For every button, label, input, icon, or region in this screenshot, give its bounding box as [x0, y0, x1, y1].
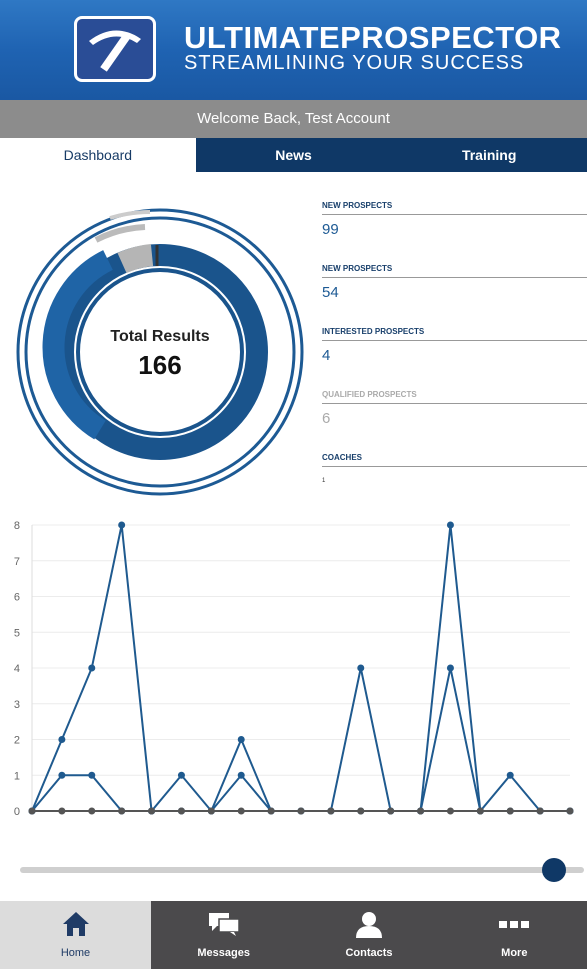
stat-divider — [322, 403, 587, 404]
y-tick-label: 4 — [14, 663, 20, 675]
home-icon — [62, 911, 90, 942]
data-point[interactable] — [58, 736, 66, 743]
tab-dashboard[interactable]: Dashboard — [0, 138, 196, 172]
stat-label: NEW PROSPECTS — [322, 264, 393, 273]
y-tick-label: 3 — [14, 699, 20, 711]
y-tick-label: 8 — [14, 520, 20, 532]
results-donut-chart: Total Results 166 — [0, 190, 320, 510]
pickaxe-icon — [89, 30, 141, 72]
nav-label: Messages — [197, 947, 250, 959]
data-point[interactable] — [28, 807, 36, 815]
brand-tagline: STREAMLINING YOUR SUCCESS — [184, 52, 525, 74]
data-point[interactable] — [446, 664, 454, 672]
y-tick-label: 0 — [14, 806, 20, 818]
stat-value: 4 — [322, 347, 331, 364]
data-point[interactable] — [327, 807, 335, 815]
contacts-icon — [354, 911, 384, 944]
stat-item: QUALIFIED PROSPECTS 6 — [322, 379, 587, 442]
data-point[interactable] — [177, 771, 185, 779]
data-point[interactable] — [58, 771, 66, 779]
stat-label: NEW PROSPECTS — [322, 201, 393, 210]
stat-value: 1 — [322, 478, 326, 484]
nav-label: Contacts — [345, 947, 393, 959]
nav-home[interactable]: Home — [0, 901, 151, 969]
data-point[interactable] — [476, 807, 484, 815]
donut-grey-arc-mid — [94, 224, 146, 243]
tab-training[interactable]: Training — [391, 138, 587, 172]
data-point[interactable] — [237, 771, 245, 779]
nav-messages[interactable]: Messages — [151, 901, 297, 969]
nav-label: Home — [60, 947, 91, 959]
data-point[interactable] — [237, 736, 245, 743]
stat-value: 6 — [322, 410, 331, 427]
y-tick-label: 6 — [14, 592, 20, 604]
donut-segment-left — [42, 250, 114, 440]
brand-logo — [74, 16, 156, 82]
data-point[interactable] — [297, 807, 305, 815]
activity-line-chart: 0 1 2 3 4 5 6 7 8 — [0, 510, 587, 830]
data-point[interactable] — [417, 807, 425, 815]
stat-item: INTERESTED PROSPECTS 4 — [322, 316, 587, 379]
data-point[interactable] — [207, 807, 215, 815]
stat-item: COACHES 1 — [322, 442, 587, 505]
donut-total-label: Total Results — [110, 328, 210, 345]
data-point[interactable] — [357, 807, 365, 815]
welcome-banner: Welcome Back, Test Account — [0, 100, 587, 138]
bottom-navigation: Home Messages Contacts — [0, 901, 587, 969]
donut-second-ring — [24, 216, 296, 488]
donut-total-value: 166 — [138, 350, 182, 380]
range-slider-track[interactable] — [20, 867, 584, 873]
data-point[interactable] — [446, 521, 454, 529]
stat-divider — [322, 277, 587, 278]
donut-center — [83, 275, 237, 429]
data-point[interactable] — [88, 807, 96, 815]
data-point[interactable] — [387, 807, 395, 815]
y-tick-label: 2 — [14, 735, 20, 747]
stat-divider — [322, 340, 587, 341]
messages-icon — [208, 911, 240, 942]
data-point[interactable] — [118, 807, 126, 815]
stat-label: COACHES — [322, 453, 363, 462]
data-point[interactable] — [357, 664, 365, 672]
data-point[interactable] — [267, 807, 275, 815]
donut-outer-ring — [16, 208, 304, 496]
data-point[interactable] — [446, 807, 454, 815]
brand-title: ULTIMATEPROSPECTOR — [184, 20, 562, 55]
stat-value: 54 — [322, 284, 339, 301]
data-point[interactable] — [88, 771, 96, 779]
stat-item: NEW PROSPECTS 54 — [322, 253, 587, 316]
donut-grey-arc-outer — [109, 209, 151, 220]
data-point[interactable] — [506, 771, 514, 779]
stats-list: NEW PROSPECTS 99 NEW PROSPECTS 54 INTERE… — [322, 190, 587, 505]
nav-contacts[interactable]: Contacts — [296, 901, 442, 969]
data-point[interactable] — [566, 807, 574, 815]
data-point[interactable] — [536, 807, 544, 815]
stat-divider — [322, 214, 587, 215]
data-point[interactable] — [88, 664, 96, 672]
app-header: ULTIMATEPROSPECTOR STREAMLINING YOUR SUC… — [0, 0, 587, 100]
stat-divider — [322, 466, 587, 467]
main-tabs: Dashboard News Training — [0, 138, 587, 172]
donut-segment-grey — [117, 244, 154, 274]
y-tick-label: 5 — [14, 627, 20, 639]
y-tick-label: 7 — [14, 556, 20, 568]
data-point[interactable] — [118, 521, 126, 529]
stat-label: INTERESTED PROSPECTS — [322, 327, 425, 336]
stat-item: NEW PROSPECTS 99 — [322, 190, 587, 253]
data-point[interactable] — [177, 807, 185, 815]
nav-label: More — [501, 947, 528, 959]
nav-more[interactable]: More — [441, 901, 587, 969]
stat-value: 99 — [322, 221, 339, 238]
tab-news[interactable]: News — [195, 138, 392, 172]
data-point[interactable] — [506, 807, 514, 815]
donut-inner-ring — [76, 268, 244, 436]
range-slider-thumb[interactable] — [542, 858, 566, 882]
data-point[interactable] — [148, 807, 156, 815]
more-icon — [498, 911, 530, 942]
stat-label: QUALIFIED PROSPECTS — [322, 390, 417, 399]
y-tick-label: 1 — [14, 770, 20, 782]
data-point[interactable] — [58, 807, 66, 815]
data-point[interactable] — [237, 807, 245, 815]
